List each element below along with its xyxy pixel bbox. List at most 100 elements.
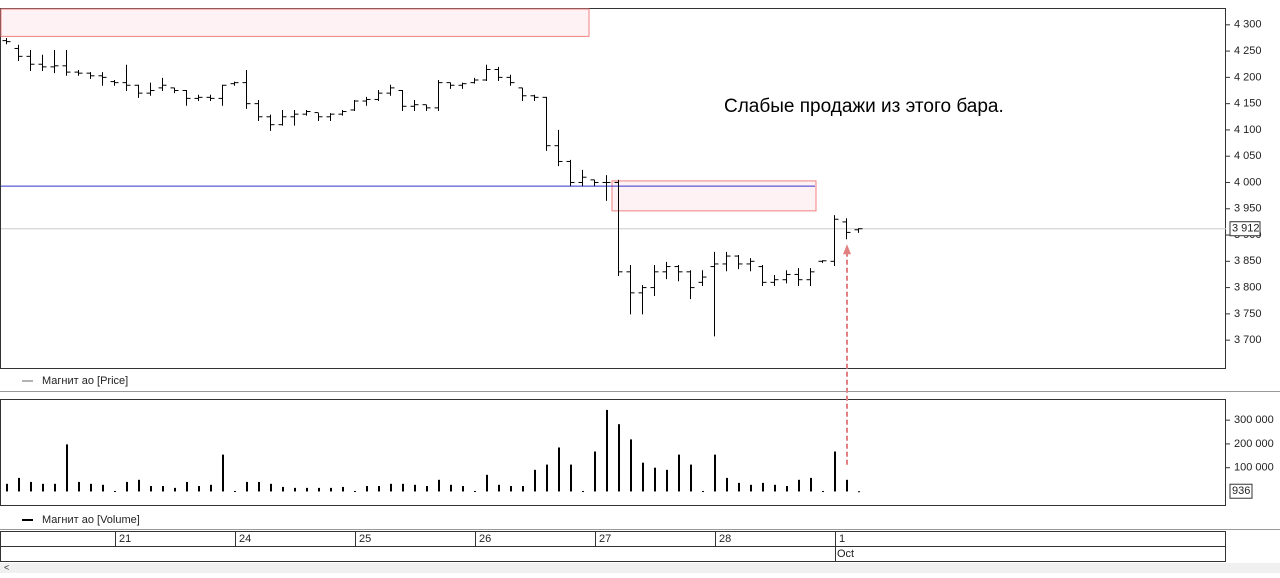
volume-bar — [606, 409, 608, 492]
x-tick-label: 1 — [839, 533, 845, 545]
volume-bar — [546, 464, 548, 492]
last-price-label: 3 912 — [1232, 223, 1260, 235]
volume-bar — [162, 485, 164, 492]
volume-bar — [534, 469, 536, 492]
volume-bar — [618, 424, 620, 492]
volume-bar — [726, 477, 728, 492]
y-tick-label: 3 750 — [1234, 308, 1262, 320]
volume-bar — [438, 479, 440, 492]
volume-bar — [450, 484, 452, 492]
volume-bar — [6, 483, 8, 492]
volume-bar — [582, 490, 584, 492]
volume-bar — [426, 485, 428, 492]
month-label: Oct — [837, 548, 854, 560]
volume-bar — [474, 490, 476, 492]
x-tick-label: 28 — [719, 533, 731, 545]
last-volume-box — [1229, 483, 1253, 499]
volume-bar — [210, 484, 212, 492]
volume-bar — [702, 490, 704, 492]
volume-bar — [90, 483, 92, 492]
volume-bar — [738, 482, 740, 492]
volume-bar — [366, 485, 368, 492]
volume-bar — [78, 481, 80, 492]
volume-tick-label: 300 000 — [1234, 414, 1274, 426]
zone — [611, 180, 817, 212]
volume-bar — [558, 447, 560, 492]
volume-bar — [270, 483, 272, 492]
y-tick-label: 4 300 — [1234, 19, 1262, 31]
volume-bar — [666, 469, 668, 492]
volume-bar — [222, 454, 224, 492]
volume-bar — [330, 487, 332, 492]
volume-bar — [714, 454, 716, 492]
x-tick-label: 27 — [599, 533, 611, 545]
arrow-head — [843, 244, 851, 255]
volume-panel — [0, 399, 1226, 506]
y-tick-label: 3 950 — [1234, 203, 1262, 215]
volume-bar — [138, 479, 140, 492]
volume-bar — [354, 490, 356, 492]
volume-bar — [282, 486, 284, 492]
volume-bar — [318, 487, 320, 492]
volume-tick-label: 100 000 — [1234, 462, 1274, 474]
volume-bar — [294, 487, 296, 492]
volume-bar — [510, 485, 512, 492]
volume-bar — [30, 481, 32, 492]
volume-bar — [690, 464, 692, 492]
volume-bar — [498, 484, 500, 492]
volume-bar — [750, 484, 752, 492]
volume-bar — [54, 483, 56, 492]
volume-bar — [246, 481, 248, 492]
y-tick-label: 4 100 — [1234, 124, 1262, 136]
volume-bar — [390, 483, 392, 492]
volume-bar — [594, 451, 596, 492]
volume-bar — [402, 483, 404, 492]
volume-bar — [462, 485, 464, 492]
volume-tick-label: 200 000 — [1234, 438, 1274, 450]
volume-bar — [522, 485, 524, 492]
scroll-arrow[interactable]: < — [4, 562, 9, 572]
volume-bar — [378, 485, 380, 492]
volume-bar — [774, 484, 776, 492]
last-price-box — [1229, 221, 1261, 237]
x-tick-label: 21 — [119, 533, 131, 545]
volume-bar — [102, 484, 104, 492]
y-tick-label: 3 800 — [1234, 281, 1262, 293]
volume-bar — [198, 485, 200, 492]
volume-bar — [258, 481, 260, 492]
annotation: Слабые продажи из этого бара. — [724, 96, 1004, 117]
volume-bar — [66, 444, 68, 492]
x-tick-label: 26 — [479, 533, 491, 545]
price-panel — [0, 8, 1226, 369]
y-tick-label: 4 150 — [1234, 98, 1262, 110]
volume-bar — [126, 481, 128, 492]
volume-bar — [570, 464, 572, 492]
volume-bar — [678, 454, 680, 492]
y-tick-label: 4 250 — [1234, 45, 1262, 57]
volume-bar — [174, 487, 176, 492]
y-tick-label: 3 700 — [1234, 334, 1262, 346]
x-tick-label: 25 — [359, 533, 371, 545]
volume-bar — [762, 482, 764, 492]
legend-volume: Магнит ао [Volume] — [42, 514, 140, 526]
volume-bar — [42, 483, 44, 492]
x-tick-label: 24 — [239, 533, 251, 545]
volume-bar — [18, 477, 20, 492]
volume-bar — [414, 484, 416, 492]
y-tick-label: 3 850 — [1234, 255, 1262, 267]
volume-bar — [786, 485, 788, 492]
scrollbar[interactable] — [0, 563, 1280, 573]
zone — [0, 8, 590, 37]
volume-bar — [654, 467, 656, 492]
volume-bar — [186, 481, 188, 492]
volume-bar — [846, 479, 848, 492]
volume-bar — [834, 451, 836, 492]
volume-bar — [306, 487, 308, 492]
volume-bar — [234, 490, 236, 492]
volume-bar — [798, 479, 800, 492]
volume-bar — [630, 439, 632, 492]
volume-bar — [822, 490, 824, 492]
